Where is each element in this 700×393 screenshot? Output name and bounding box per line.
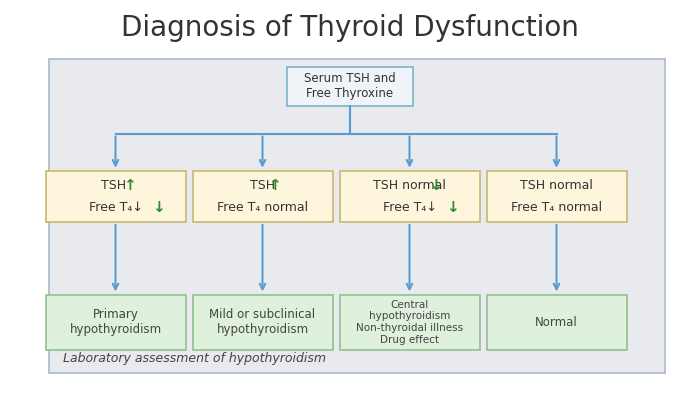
FancyBboxPatch shape: [486, 171, 626, 222]
Text: TSH normal: TSH normal: [520, 179, 593, 192]
FancyBboxPatch shape: [193, 295, 332, 350]
FancyBboxPatch shape: [340, 295, 480, 350]
Text: Serum TSH and
Free Thyroxine: Serum TSH and Free Thyroxine: [304, 72, 396, 101]
Text: Central
hypothyroidism
Non-thyroidal illness
Drug effect: Central hypothyroidism Non-thyroidal ill…: [356, 300, 463, 345]
Text: ↑: ↑: [268, 178, 281, 193]
FancyBboxPatch shape: [340, 171, 480, 222]
Text: ↓: ↓: [428, 178, 442, 193]
Text: TSH normal: TSH normal: [373, 179, 446, 192]
FancyBboxPatch shape: [46, 295, 186, 350]
Text: Mild or subclinical
hypothyroidism: Mild or subclinical hypothyroidism: [209, 308, 316, 336]
FancyBboxPatch shape: [287, 67, 413, 106]
Text: TSH: TSH: [101, 179, 130, 192]
Text: Free T₄ normal: Free T₄ normal: [217, 201, 308, 214]
FancyBboxPatch shape: [46, 171, 186, 222]
Text: Free T₄ normal: Free T₄ normal: [511, 201, 602, 214]
Text: Free T₄↓: Free T₄↓: [383, 201, 436, 214]
Text: Diagnosis of Thyroid Dysfunction: Diagnosis of Thyroid Dysfunction: [121, 13, 579, 42]
Text: ↑: ↑: [123, 178, 136, 193]
Text: Normal: Normal: [535, 316, 578, 329]
FancyBboxPatch shape: [49, 59, 665, 373]
Text: ↓: ↓: [446, 200, 459, 215]
Text: Free T₄↓: Free T₄↓: [89, 201, 142, 214]
Text: ↓: ↓: [152, 200, 164, 215]
FancyBboxPatch shape: [486, 295, 626, 350]
FancyBboxPatch shape: [193, 171, 332, 222]
Text: Primary
hypothyroidism: Primary hypothyroidism: [69, 308, 162, 336]
Text: Laboratory assessment of hypothyroidism: Laboratory assessment of hypothyroidism: [63, 353, 326, 365]
Text: TSH: TSH: [250, 179, 275, 192]
